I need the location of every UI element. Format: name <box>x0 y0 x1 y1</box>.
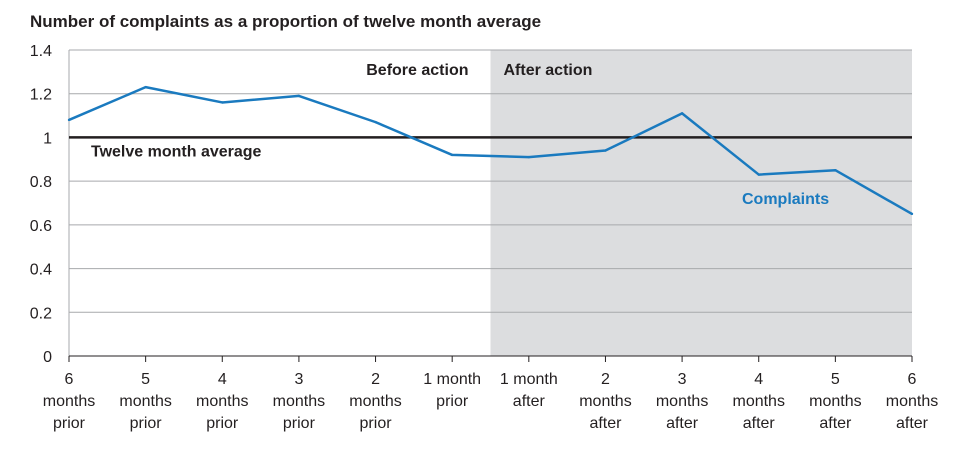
x-tick-label: 3 months after <box>656 371 708 432</box>
y-tick-label: 1 <box>43 130 52 147</box>
complaints-point <box>450 153 454 157</box>
complaints-points <box>67 85 914 216</box>
y-tick-label: 0.6 <box>30 218 52 235</box>
y-axis-ticks: 0 0.2 0.4 0.6 0.8 1 1.2 1.4 <box>30 43 52 366</box>
y-tick-label: 0.2 <box>30 305 52 322</box>
y-tick-label: 1.4 <box>30 43 52 60</box>
complaints-series-label: Complaints <box>742 191 829 208</box>
y-tick-label: 0 <box>43 349 52 366</box>
x-tick-label: 6 months prior <box>43 371 95 432</box>
complaints-point <box>834 169 837 172</box>
complaints-point <box>757 173 760 176</box>
x-tick-label: 6 months after <box>886 371 938 432</box>
complaints-point <box>910 212 914 216</box>
y-tick-label: 1.2 <box>30 87 52 104</box>
y-tick-label: 0.4 <box>30 262 52 279</box>
complaints-point <box>144 85 147 89</box>
complaints-point <box>67 118 71 122</box>
complaints-point <box>374 120 377 124</box>
after-action-region <box>490 50 912 356</box>
y-tick-label: 0.8 <box>30 174 52 191</box>
x-tick-label: 5 months after <box>809 371 861 432</box>
chart-title: Number of complaints as a proportion of … <box>30 12 542 31</box>
complaints-point <box>527 155 531 159</box>
complaints-point <box>680 112 684 115</box>
x-axis: 6 months prior 5 months prior 4 months prior 3 mon… <box>43 355 938 432</box>
x-tick-label: 1 month prior <box>423 371 481 410</box>
complaints-point <box>297 94 301 98</box>
x-tick-label: 3 months prior <box>273 371 325 432</box>
complaints-point <box>221 101 224 104</box>
x-tick-label: 2 months after <box>579 371 631 432</box>
x-tick-label: 1 month after <box>500 371 558 410</box>
x-tick-label: 4 months prior <box>196 371 248 432</box>
x-tick-label: 4 months after <box>732 371 784 432</box>
x-tick-label: 5 months prior <box>119 371 171 432</box>
complaints-point <box>604 149 607 152</box>
x-tick-label: 2 months prior <box>349 371 401 432</box>
before-action-label: Before action <box>366 62 468 79</box>
complaints-series-line <box>68 85 913 216</box>
twelve-month-average-label: Twelve month average <box>91 143 262 160</box>
after-action-label: After action <box>504 62 593 79</box>
